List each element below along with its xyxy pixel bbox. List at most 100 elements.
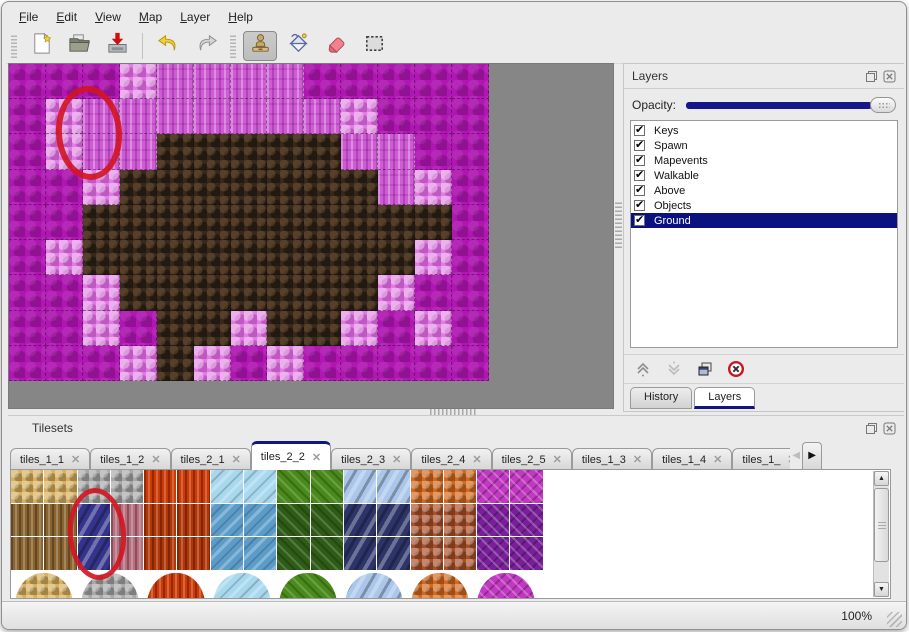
layer-row-mapevents[interactable]: Mapevents bbox=[631, 153, 897, 168]
map-tile[interactable] bbox=[230, 204, 268, 241]
close-tab-icon[interactable]: ✕ bbox=[472, 454, 482, 466]
tileset-tile[interactable] bbox=[11, 537, 44, 570]
map-tile[interactable] bbox=[378, 204, 416, 241]
map-tile[interactable] bbox=[452, 169, 489, 205]
scroll-up-button[interactable]: ▲ bbox=[874, 471, 889, 486]
map-tile[interactable] bbox=[193, 64, 231, 100]
map-tile[interactable] bbox=[378, 240, 416, 276]
tileset-mound-row[interactable] bbox=[11, 571, 544, 598]
layer-visibility-checkbox[interactable] bbox=[634, 123, 645, 136]
tileset-tile[interactable] bbox=[77, 503, 110, 537]
tileset-tile[interactable] bbox=[77, 537, 110, 570]
map-tile[interactable] bbox=[378, 310, 416, 346]
map-tile[interactable] bbox=[9, 275, 46, 311]
tileset-mound-tile[interactable] bbox=[147, 573, 205, 598]
dock-tab-history[interactable]: History bbox=[630, 387, 693, 409]
tileset-tile[interactable] bbox=[110, 503, 144, 537]
map-tile[interactable] bbox=[267, 310, 305, 346]
map-tile[interactable] bbox=[45, 99, 83, 135]
map-tile[interactable] bbox=[304, 275, 342, 311]
map-tile[interactable] bbox=[452, 64, 489, 100]
map-tile[interactable] bbox=[415, 169, 453, 205]
map-tile[interactable] bbox=[267, 240, 305, 276]
tileset-tile[interactable] bbox=[510, 537, 543, 570]
map-tile[interactable] bbox=[415, 99, 453, 135]
map-tile[interactable] bbox=[415, 134, 453, 170]
map-tile[interactable] bbox=[9, 204, 46, 241]
float-panel-icon[interactable] bbox=[865, 422, 878, 435]
map-tile[interactable] bbox=[119, 240, 157, 276]
tileset-scrollbar[interactable]: ▲ ▼ bbox=[873, 471, 889, 597]
tileset-tile[interactable] bbox=[510, 470, 543, 503]
tileset-tile[interactable] bbox=[477, 537, 510, 570]
map-tile[interactable] bbox=[304, 64, 342, 100]
map-tile[interactable] bbox=[267, 169, 305, 205]
delete-layer-button[interactable] bbox=[727, 360, 745, 378]
map-tile[interactable] bbox=[82, 134, 120, 170]
map-tile[interactable] bbox=[45, 134, 83, 170]
menu-item-layer[interactable]: Layer bbox=[180, 10, 211, 24]
map-tile[interactable] bbox=[267, 204, 305, 241]
map-tile[interactable] bbox=[119, 134, 157, 170]
open-file-button[interactable] bbox=[62, 31, 96, 61]
map-tile[interactable] bbox=[304, 240, 342, 276]
layer-row-ground[interactable]: Ground bbox=[631, 213, 897, 228]
map-tile[interactable] bbox=[304, 204, 342, 241]
map-tile[interactable] bbox=[82, 310, 120, 346]
save-file-button[interactable] bbox=[100, 31, 134, 61]
tileset-tile[interactable] bbox=[477, 470, 510, 503]
map-tile[interactable] bbox=[119, 345, 157, 381]
close-tab-icon[interactable]: ✕ bbox=[392, 454, 402, 466]
map-tile[interactable] bbox=[415, 204, 453, 241]
tileset-tab-tiles_2_3[interactable]: tiles_2_3 ✕ bbox=[331, 448, 412, 470]
map-tile[interactable] bbox=[267, 64, 305, 100]
layer-row-keys[interactable]: Keys bbox=[631, 123, 897, 138]
map-tile[interactable] bbox=[230, 169, 268, 205]
map-canvas-panel[interactable] bbox=[8, 63, 614, 409]
tileset-tab-tiles_2_4[interactable]: tiles_2_4 ✕ bbox=[411, 448, 492, 470]
tileset-grid[interactable] bbox=[11, 470, 543, 570]
map-tile[interactable] bbox=[452, 240, 489, 276]
map-tile[interactable] bbox=[193, 169, 231, 205]
map-tile[interactable] bbox=[45, 64, 83, 100]
close-tab-icon[interactable]: ✕ bbox=[71, 454, 81, 466]
map-tile[interactable] bbox=[378, 64, 416, 100]
layer-row-objects[interactable]: Objects bbox=[631, 198, 897, 213]
map-tile[interactable] bbox=[45, 240, 83, 276]
tileset-tile[interactable] bbox=[410, 537, 443, 570]
tileset-tile[interactable] bbox=[244, 470, 277, 503]
map-tile[interactable] bbox=[156, 310, 194, 346]
layer-visibility-checkbox[interactable] bbox=[634, 198, 645, 211]
map-tile[interactable] bbox=[193, 134, 231, 170]
tileset-tile[interactable] bbox=[410, 470, 443, 503]
map-tile[interactable] bbox=[267, 99, 305, 135]
tileset-mound-tile[interactable] bbox=[411, 573, 469, 598]
map-tile[interactable] bbox=[156, 204, 194, 241]
map-tile[interactable] bbox=[193, 204, 231, 241]
tileset-mound-tile[interactable] bbox=[213, 573, 271, 598]
tileset-tile[interactable] bbox=[44, 470, 77, 503]
map-tile[interactable] bbox=[193, 240, 231, 276]
map-tile[interactable] bbox=[82, 99, 120, 135]
map-tile[interactable] bbox=[156, 134, 194, 170]
select-tool-button[interactable] bbox=[357, 31, 391, 61]
map-tile[interactable] bbox=[82, 204, 120, 241]
map-tile[interactable] bbox=[45, 310, 83, 346]
map-tile[interactable] bbox=[9, 134, 46, 170]
close-panel-icon[interactable] bbox=[883, 422, 896, 435]
map-tile[interactable] bbox=[82, 345, 120, 381]
map-tile[interactable] bbox=[230, 134, 268, 170]
close-tab-icon[interactable]: ✕ bbox=[552, 454, 562, 466]
scroll-tabs-right-button[interactable]: ▶ bbox=[802, 441, 823, 470]
map-tile[interactable] bbox=[304, 99, 342, 135]
map-tile[interactable] bbox=[415, 240, 453, 276]
eraser-tool-button[interactable] bbox=[319, 31, 353, 61]
tileset-tile[interactable] bbox=[510, 503, 543, 537]
map-tile[interactable] bbox=[378, 275, 416, 311]
stamp-tool-button[interactable] bbox=[243, 31, 277, 61]
map-tile[interactable] bbox=[82, 64, 120, 100]
tileset-tile[interactable] bbox=[443, 470, 477, 503]
map-tile[interactable] bbox=[230, 240, 268, 276]
scroll-down-button[interactable]: ▼ bbox=[874, 582, 889, 597]
map-tile[interactable] bbox=[119, 275, 157, 311]
